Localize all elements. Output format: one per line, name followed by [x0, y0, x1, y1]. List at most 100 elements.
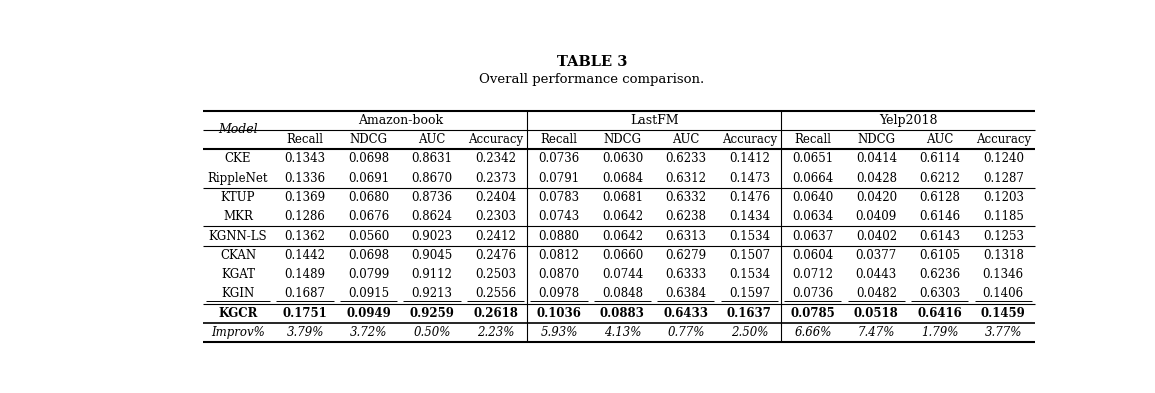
- Text: 0.6236: 0.6236: [919, 268, 960, 281]
- Text: 0.2503: 0.2503: [475, 268, 516, 281]
- Text: 5.93%: 5.93%: [541, 326, 578, 339]
- Text: 0.1369: 0.1369: [284, 191, 326, 204]
- Text: 0.6312: 0.6312: [665, 172, 707, 185]
- Text: Accuracy: Accuracy: [722, 133, 777, 146]
- Text: 0.0409: 0.0409: [856, 210, 897, 223]
- Text: 0.6333: 0.6333: [665, 268, 707, 281]
- Text: 0.6416: 0.6416: [917, 307, 962, 320]
- Text: 0.50%: 0.50%: [413, 326, 450, 339]
- Text: 0.6143: 0.6143: [919, 230, 960, 242]
- Text: 0.2618: 0.2618: [474, 307, 517, 320]
- Text: 0.6433: 0.6433: [663, 307, 708, 320]
- Text: 0.6238: 0.6238: [665, 210, 707, 223]
- Text: NDCG: NDCG: [603, 133, 641, 146]
- Text: 0.1534: 0.1534: [729, 268, 770, 281]
- Text: 0.0428: 0.0428: [856, 172, 896, 185]
- Text: 0.0736: 0.0736: [792, 287, 834, 301]
- Text: 3.77%: 3.77%: [984, 326, 1022, 339]
- Text: 0.6105: 0.6105: [919, 249, 960, 262]
- Text: 0.1406: 0.1406: [983, 287, 1023, 301]
- Text: 0.1637: 0.1637: [726, 307, 772, 320]
- Text: 0.0880: 0.0880: [538, 230, 580, 242]
- Text: KGCR: KGCR: [218, 307, 258, 320]
- Text: NDCG: NDCG: [350, 133, 388, 146]
- Text: KGAT: KGAT: [221, 268, 255, 281]
- Text: 0.0791: 0.0791: [538, 172, 580, 185]
- Text: LastFM: LastFM: [629, 114, 678, 127]
- Text: 0.0630: 0.0630: [602, 152, 643, 165]
- Text: 0.0799: 0.0799: [348, 268, 389, 281]
- Text: 0.2373: 0.2373: [475, 172, 516, 185]
- Text: 0.1346: 0.1346: [983, 268, 1023, 281]
- Text: Accuracy: Accuracy: [976, 133, 1031, 146]
- Text: 0.1534: 0.1534: [729, 230, 770, 242]
- Text: 0.0783: 0.0783: [538, 191, 580, 204]
- Text: 0.9045: 0.9045: [411, 249, 453, 262]
- Text: 0.1336: 0.1336: [284, 172, 326, 185]
- Text: 0.1459: 0.1459: [981, 307, 1026, 320]
- Text: 0.0414: 0.0414: [856, 152, 897, 165]
- Text: Improv%: Improv%: [211, 326, 264, 339]
- Text: KGNN-LS: KGNN-LS: [209, 230, 267, 242]
- Text: 0.1240: 0.1240: [983, 152, 1023, 165]
- Text: KTUP: KTUP: [221, 191, 255, 204]
- Text: 0.0664: 0.0664: [792, 172, 834, 185]
- Text: 4.13%: 4.13%: [604, 326, 641, 339]
- Text: 0.8624: 0.8624: [411, 210, 453, 223]
- Text: NDCG: NDCG: [857, 133, 895, 146]
- Text: Recall: Recall: [541, 133, 578, 146]
- Text: 0.8670: 0.8670: [411, 172, 453, 185]
- Text: AUC: AUC: [672, 133, 700, 146]
- Text: 0.2303: 0.2303: [475, 210, 516, 223]
- Text: 7.47%: 7.47%: [858, 326, 895, 339]
- Text: 0.6233: 0.6233: [665, 152, 707, 165]
- Text: 0.1597: 0.1597: [729, 287, 770, 301]
- Text: 0.1036: 0.1036: [537, 307, 581, 320]
- Text: 0.2404: 0.2404: [475, 191, 516, 204]
- Text: 0.6146: 0.6146: [919, 210, 960, 223]
- Text: 0.6303: 0.6303: [919, 287, 961, 301]
- Text: 0.1203: 0.1203: [983, 191, 1023, 204]
- Text: 0.9213: 0.9213: [411, 287, 453, 301]
- Text: 0.1434: 0.1434: [729, 210, 770, 223]
- Text: 0.77%: 0.77%: [668, 326, 705, 339]
- Text: 0.2342: 0.2342: [475, 152, 516, 165]
- Text: 0.0785: 0.0785: [790, 307, 835, 320]
- Text: 0.0684: 0.0684: [602, 172, 643, 185]
- Text: 0.1412: 0.1412: [729, 152, 770, 165]
- Text: 0.0691: 0.0691: [348, 172, 389, 185]
- Text: 0.6128: 0.6128: [919, 191, 960, 204]
- Text: 0.1362: 0.1362: [284, 230, 326, 242]
- Text: TABLE 3: TABLE 3: [557, 55, 627, 69]
- Text: Yelp2018: Yelp2018: [879, 114, 938, 127]
- Text: 0.0642: 0.0642: [602, 210, 643, 223]
- Text: 0.1343: 0.1343: [284, 152, 326, 165]
- Text: CKAN: CKAN: [219, 249, 256, 262]
- Text: 0.6332: 0.6332: [665, 191, 707, 204]
- Text: 0.1253: 0.1253: [983, 230, 1023, 242]
- Text: 0.0642: 0.0642: [602, 230, 643, 242]
- Text: 0.0680: 0.0680: [348, 191, 389, 204]
- Text: 0.9112: 0.9112: [411, 268, 453, 281]
- Text: 0.1489: 0.1489: [284, 268, 326, 281]
- Text: 0.1286: 0.1286: [284, 210, 326, 223]
- Text: 2.50%: 2.50%: [731, 326, 768, 339]
- Text: 0.0482: 0.0482: [856, 287, 896, 301]
- Text: 0.0604: 0.0604: [792, 249, 834, 262]
- Text: 0.0560: 0.0560: [348, 230, 389, 242]
- Text: 0.6313: 0.6313: [665, 230, 707, 242]
- Text: 0.1473: 0.1473: [729, 172, 770, 185]
- Text: 0.2556: 0.2556: [475, 287, 516, 301]
- Text: Accuracy: Accuracy: [468, 133, 523, 146]
- Text: Overall performance comparison.: Overall performance comparison.: [479, 73, 705, 86]
- Text: 0.0420: 0.0420: [856, 191, 897, 204]
- Text: 0.0915: 0.0915: [348, 287, 389, 301]
- Text: Model: Model: [218, 123, 258, 136]
- Text: 0.8736: 0.8736: [411, 191, 453, 204]
- Text: 0.1476: 0.1476: [729, 191, 770, 204]
- Text: 0.6384: 0.6384: [665, 287, 707, 301]
- Text: 0.9023: 0.9023: [411, 230, 453, 242]
- Text: KGIN: KGIN: [222, 287, 254, 301]
- Text: MKR: MKR: [223, 210, 253, 223]
- Text: 0.0676: 0.0676: [348, 210, 389, 223]
